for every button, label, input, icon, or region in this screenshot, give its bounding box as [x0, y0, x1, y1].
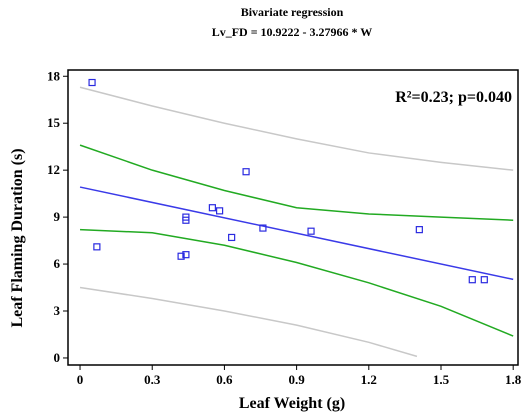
y-tick-label: 9	[54, 209, 61, 224]
fit-line	[79, 186, 514, 281]
data-point	[182, 251, 190, 259]
chart-subtitle: Lv_FD = 10.9222 - 3.27966 * W	[212, 25, 373, 39]
fit-line	[79, 144, 514, 221]
data-point	[468, 276, 476, 284]
data-point	[177, 252, 185, 260]
data-point	[93, 243, 101, 251]
y-tick-label: 12	[47, 162, 60, 177]
x-tick-label: 1.2	[361, 372, 377, 387]
data-point	[88, 78, 96, 87]
data-point	[228, 233, 236, 242]
data-point	[216, 207, 224, 215]
x-axis-label: Leaf Weight (g)	[239, 395, 345, 412]
x-tick-label: 0	[77, 372, 84, 387]
y-axis-label: Leaf Flaming Duration (s)	[9, 148, 26, 327]
y-tick-label: 18	[47, 68, 61, 83]
fit-line	[79, 228, 514, 337]
fit-line	[79, 86, 514, 171]
data-point	[182, 213, 190, 221]
data-point	[242, 168, 250, 176]
y-tick-label: 15	[47, 115, 61, 130]
x-tick-label: 0.9	[288, 372, 305, 387]
annotation: R²=0.23; p=0.040	[395, 89, 512, 106]
y-tick-label: 3	[54, 303, 61, 318]
y-tick-label: 6	[54, 256, 61, 271]
x-tick-label: 1.8	[505, 372, 522, 387]
data-point	[307, 227, 315, 235]
data-point	[480, 276, 488, 284]
y-tick-label: 0	[54, 350, 61, 365]
data-point	[208, 204, 216, 212]
x-tick-label: 1.5	[433, 372, 450, 387]
fit-line	[79, 286, 418, 358]
data-point	[415, 226, 423, 234]
data-point	[259, 224, 267, 232]
x-tick-label: 0.3	[144, 372, 161, 387]
chart-title: Bivariate regression	[241, 5, 344, 19]
x-tick-label: 0.6	[216, 372, 233, 387]
